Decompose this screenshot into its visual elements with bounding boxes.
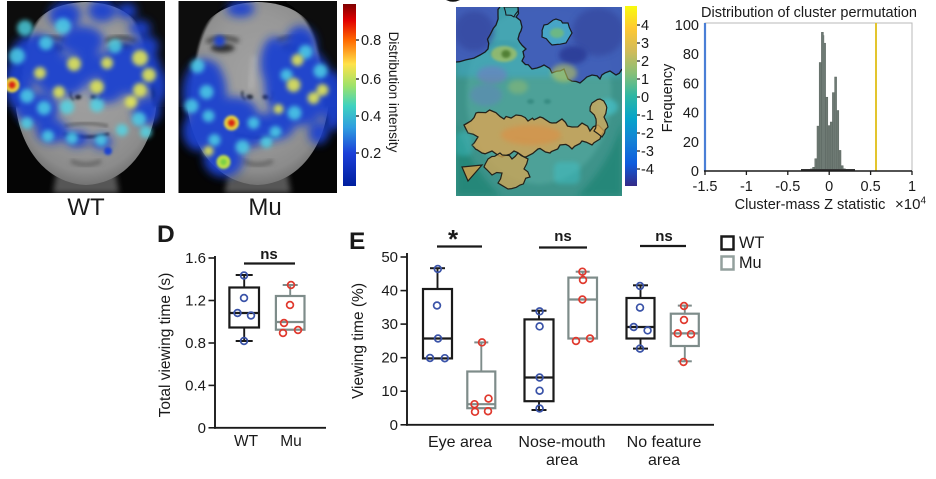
svg-text:Frequency: Frequency [660,63,676,132]
svg-text:-1: -1 [641,108,654,124]
svg-text:×104: ×104 [895,196,926,214]
svg-text:WT: WT [739,234,764,252]
svg-text:ns: ns [260,246,278,263]
svg-text:1.2: 1.2 [185,293,206,310]
svg-text:-2: -2 [641,126,654,142]
svg-text:0.8: 0.8 [185,335,206,352]
svg-text:-4: -4 [641,162,654,178]
svg-text:Distribution of cluster permut: Distribution of cluster permutation [701,5,917,21]
svg-text:2: 2 [641,54,649,70]
svg-text:0: 0 [198,420,206,437]
svg-text:80: 80 [683,47,699,63]
svg-text:4: 4 [641,18,649,34]
svg-text:60: 60 [683,76,699,92]
svg-text:1: 1 [908,179,916,195]
svg-text:10: 10 [381,383,398,400]
svg-text:area: area [546,452,578,469]
svg-text:E: E [349,228,365,255]
svg-text:20: 20 [381,350,398,367]
svg-text:No feature: No feature [627,434,702,451]
svg-text:Eye area: Eye area [428,434,492,451]
svg-text:Cluster-mass Z statistic: Cluster-mass Z statistic [735,197,886,213]
svg-text:30: 30 [381,316,398,333]
svg-text:40: 40 [381,283,398,300]
svg-text:Mu: Mu [248,194,281,221]
svg-text:3: 3 [641,36,649,52]
svg-text:0.2: 0.2 [361,146,381,162]
svg-text:Total viewing time (s): Total viewing time (s) [157,273,174,418]
svg-text:0: 0 [390,417,398,434]
svg-text:WT: WT [234,433,259,450]
svg-text:ns: ns [655,228,673,245]
svg-text:0: 0 [691,164,699,180]
svg-text:-0.5: -0.5 [775,179,800,195]
svg-text:1.6: 1.6 [185,250,206,267]
svg-text:D: D [157,221,175,248]
svg-text:-3: -3 [641,144,654,160]
svg-text:-1: -1 [740,179,753,195]
svg-text:50: 50 [381,249,398,266]
svg-text:0: 0 [825,179,833,195]
svg-text:20: 20 [683,135,699,151]
svg-text:ns: ns [554,228,572,245]
svg-text:Mu: Mu [280,433,302,450]
svg-text:Viewing time (%): Viewing time (%) [350,283,367,399]
svg-text:0.8: 0.8 [361,33,381,49]
svg-text:0.6: 0.6 [361,72,381,88]
svg-text:Mu: Mu [739,254,762,272]
svg-text:-1.5: -1.5 [693,179,718,195]
svg-text:0.4: 0.4 [361,109,381,125]
svg-text:40: 40 [683,106,699,122]
svg-text:*: * [448,224,459,254]
svg-text:0: 0 [641,90,649,106]
svg-text:Distribution intensity: Distribution intensity [386,32,401,153]
svg-text:0.4: 0.4 [185,377,206,394]
svg-text:0.5: 0.5 [861,179,881,195]
svg-text:100: 100 [675,18,699,34]
svg-text:1: 1 [641,72,649,88]
svg-text:area: area [648,452,680,469]
svg-text:WT: WT [67,194,105,221]
svg-text:Nose-mouth: Nose-mouth [518,434,605,451]
